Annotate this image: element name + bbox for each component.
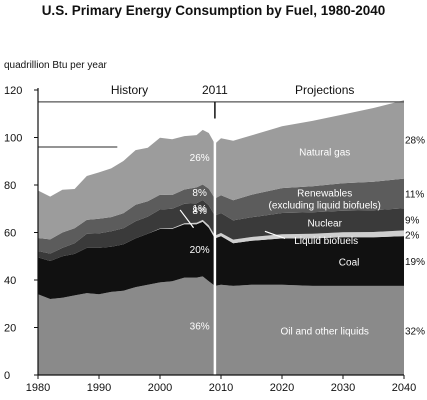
y-axis-label: quadrillion Btu per year [4, 60, 107, 71]
y-tick-label: 120 [4, 85, 22, 97]
x-tick-label: 2000 [148, 382, 172, 394]
arrow-biofuels-history [179, 209, 195, 229]
history-header: History [111, 83, 148, 97]
y-tick-label: 40 [4, 275, 16, 287]
area-layers [38, 100, 404, 375]
y-tick-label: 60 [4, 228, 16, 240]
x-tick-label: 1990 [87, 382, 111, 394]
label-natural-gas: Natural gas [299, 148, 350, 159]
share-2011-natural-gas: 26% [190, 153, 210, 164]
label-renewables-note: (excluding liquid biofuels) [269, 200, 381, 211]
share-2040-nuclear: 9% [405, 215, 420, 226]
share-2011-oil: 36% [190, 322, 210, 333]
x-tick-label: 2010 [209, 382, 233, 394]
x-tick-label: 2030 [331, 382, 355, 394]
label-nuclear: Nuclear [307, 218, 342, 229]
share-2011-nuclear: 8% [192, 206, 207, 217]
share-2040-liquid-biofuels: 2% [405, 230, 420, 241]
area-renewables-excluding-liquid-biofuels [38, 178, 404, 254]
projections-header: Projections [295, 83, 354, 97]
reference-lines [38, 101, 404, 375]
y-tick-label: 0 [4, 370, 10, 382]
y-tick-label: 20 [4, 323, 16, 335]
arrow-biofuels-projection [264, 230, 286, 240]
label-liquid-biofuels: Liquid biofuels [294, 236, 358, 247]
area-natural-gas [38, 100, 404, 240]
share-2011-renewables: 8% [192, 188, 207, 199]
chart-title: U.S. Primary Energy Consumption by Fuel,… [41, 3, 386, 18]
x-tick-label: 1980 [26, 382, 50, 394]
share-2040-coal: 19% [405, 257, 425, 268]
x-tick-label: 2040 [392, 382, 416, 394]
share-2040-natural-gas: 28% [405, 135, 425, 146]
label-coal: Coal [339, 258, 360, 269]
area-coal [38, 221, 404, 299]
y-tick-label: 80 [4, 180, 16, 192]
x-tick-label: 2020 [270, 382, 294, 394]
area-nuclear [38, 200, 404, 261]
year-2011-header: 2011 [202, 83, 228, 97]
label-oil: Oil and other liquids [281, 326, 369, 337]
share-2011-coal: 20% [190, 245, 210, 256]
area-oil-and-other-liquids [38, 276, 404, 375]
share-2040-renewables: 11% [405, 189, 424, 200]
label-renewables: Renewables [297, 188, 352, 199]
y-tick-label: 100 [4, 133, 22, 145]
axes: 1980 1990 2000 2010 2020 2030 2040020406080100… [4, 85, 416, 394]
share-2040-oil: 32% [405, 326, 425, 337]
share-2011-liquid-biofuels: 1% [192, 204, 207, 215]
